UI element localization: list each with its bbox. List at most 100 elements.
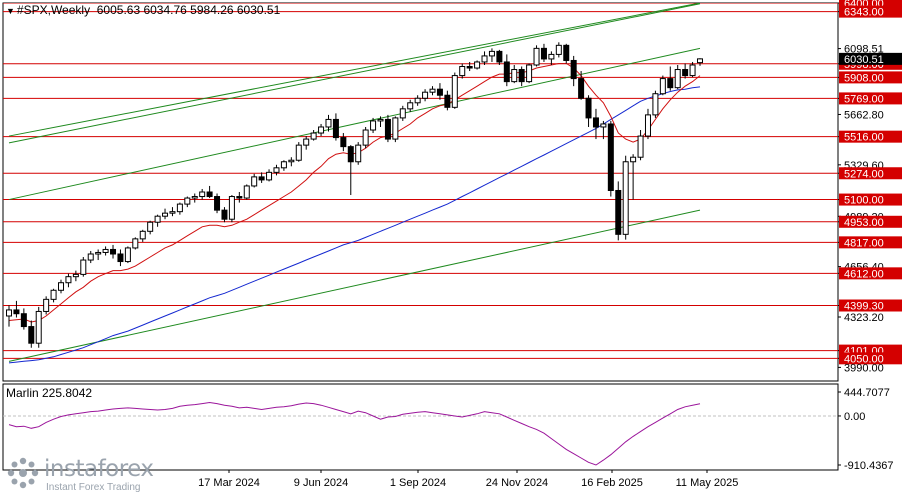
candle-body bbox=[362, 129, 369, 146]
candle-body bbox=[154, 215, 161, 223]
time-label: 24 Nov 2024 bbox=[486, 477, 548, 489]
candle-body bbox=[615, 189, 622, 235]
level-label-box bbox=[839, 352, 902, 365]
candle bbox=[199, 188, 206, 200]
candle bbox=[429, 86, 436, 96]
candle bbox=[50, 288, 57, 303]
price-plot bbox=[3, 3, 838, 364]
candle-body bbox=[407, 102, 414, 110]
candle-body bbox=[503, 61, 510, 83]
candle bbox=[325, 114, 332, 132]
symbol-label: #SPX,Weekly bbox=[16, 3, 91, 17]
candle-body bbox=[436, 88, 443, 96]
candle bbox=[169, 207, 176, 217]
candle-body bbox=[355, 144, 362, 163]
candle-body bbox=[139, 230, 146, 240]
candle-body bbox=[518, 69, 525, 83]
candle bbox=[570, 55, 577, 87]
candle bbox=[258, 172, 265, 183]
osc-scale-label: -910.4367 bbox=[844, 460, 894, 472]
candle-body bbox=[13, 309, 20, 315]
candle-body bbox=[95, 251, 102, 255]
candle-body bbox=[58, 282, 65, 291]
candle-body bbox=[176, 203, 183, 213]
candle bbox=[43, 296, 50, 315]
candle bbox=[466, 61, 473, 72]
time-label: 1 Sep 2024 bbox=[390, 477, 446, 489]
candle-body bbox=[6, 309, 12, 317]
candle-body bbox=[474, 61, 481, 69]
level-label-box bbox=[839, 167, 902, 180]
candle-body bbox=[377, 118, 384, 122]
candle bbox=[147, 220, 154, 235]
candle bbox=[310, 130, 317, 141]
candle-body bbox=[459, 66, 466, 77]
candle bbox=[496, 49, 503, 65]
candle bbox=[80, 257, 87, 277]
time-label: 16 Feb 2025 bbox=[581, 477, 643, 489]
candle bbox=[674, 64, 681, 90]
candle bbox=[607, 120, 614, 197]
candle bbox=[139, 229, 146, 242]
collapse-triangle-icon[interactable]: ▼ bbox=[6, 6, 15, 16]
candle-body bbox=[555, 44, 562, 55]
candle bbox=[592, 108, 599, 140]
candle bbox=[243, 184, 250, 200]
candle bbox=[221, 207, 228, 223]
time-label: 11 May 2025 bbox=[676, 477, 739, 489]
channel-line bbox=[8, 3, 701, 137]
candle-body bbox=[659, 78, 666, 95]
candle-body bbox=[102, 248, 109, 253]
candle bbox=[236, 192, 243, 203]
instaforex-icon bbox=[7, 457, 39, 489]
candle-body bbox=[630, 156, 637, 163]
candle-body bbox=[318, 126, 325, 134]
candle bbox=[28, 320, 35, 348]
candle bbox=[563, 43, 570, 64]
candle-body bbox=[117, 253, 124, 263]
candle bbox=[35, 306, 42, 348]
current-price-box bbox=[839, 52, 902, 65]
candle bbox=[488, 48, 495, 62]
candle-body bbox=[221, 209, 228, 220]
candle-body bbox=[20, 313, 27, 328]
candle bbox=[362, 126, 369, 149]
candle-body bbox=[696, 58, 703, 64]
candle bbox=[102, 246, 109, 256]
candle-body bbox=[652, 93, 659, 116]
price-pane bbox=[2, 2, 839, 382]
candle bbox=[399, 105, 406, 121]
candle bbox=[526, 63, 533, 84]
candle bbox=[622, 155, 629, 240]
level-label-box bbox=[839, 92, 902, 105]
candle bbox=[652, 90, 659, 118]
candle bbox=[251, 173, 258, 188]
candle-body bbox=[481, 55, 488, 63]
candle-body bbox=[191, 196, 198, 199]
candle-body bbox=[332, 118, 339, 139]
candle bbox=[273, 164, 280, 176]
candle bbox=[6, 305, 12, 327]
candle-body bbox=[451, 75, 458, 108]
level-label: 4817.00 bbox=[844, 237, 884, 249]
channel-line bbox=[8, 47, 701, 201]
level-label: 6400.00 bbox=[844, 0, 884, 10]
osc-scale-label: 0.00 bbox=[844, 411, 865, 423]
level-label: 5908.00 bbox=[844, 72, 884, 84]
candle bbox=[585, 95, 592, 127]
chart-header: ▼ #SPX,Weekly 6005.63 6034.76 5984.26 603… bbox=[6, 3, 280, 17]
candle-body bbox=[132, 238, 139, 249]
candle-body bbox=[295, 144, 302, 161]
candle bbox=[332, 113, 339, 141]
candle-body bbox=[644, 114, 651, 137]
candle bbox=[444, 90, 451, 111]
candle bbox=[347, 145, 354, 196]
candle-body bbox=[65, 276, 72, 284]
candle-body bbox=[347, 146, 354, 163]
candle-body bbox=[392, 117, 399, 140]
candle bbox=[422, 89, 429, 102]
candle bbox=[392, 116, 399, 143]
candle bbox=[644, 108, 651, 140]
candle-body bbox=[147, 221, 154, 232]
